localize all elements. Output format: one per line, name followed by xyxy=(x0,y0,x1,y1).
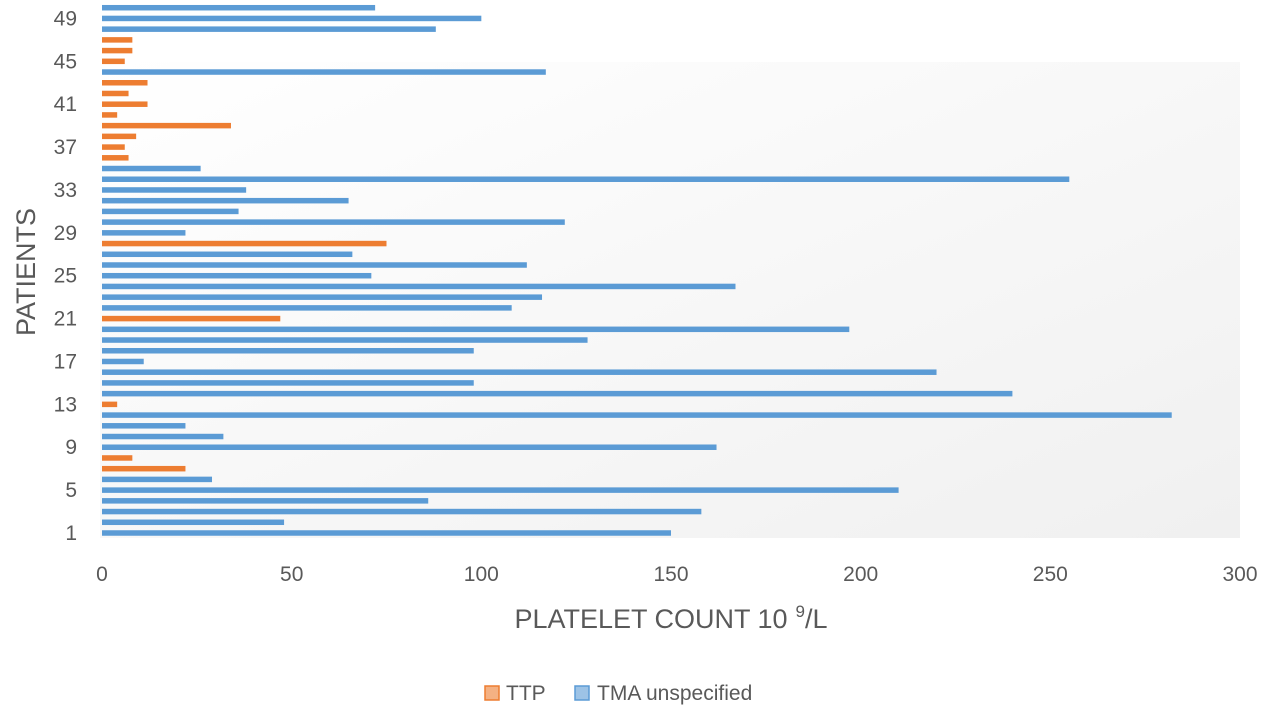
bar-patient-21 xyxy=(102,315,281,322)
bar-patient-35 xyxy=(102,165,201,172)
legend-item-tma-unspecified: TMA unspecified xyxy=(574,682,752,705)
y-tick-label: 5 xyxy=(65,479,77,502)
bar-patient-22 xyxy=(102,305,512,311)
bar-patient-38 xyxy=(102,133,137,140)
x-tick-label: 150 xyxy=(653,563,688,586)
x-axis-ticks: 0 50 100 150 200 250 300 xyxy=(96,563,1257,586)
x-tick-label: 250 xyxy=(1033,563,1068,586)
bars-group xyxy=(102,4,1172,536)
bar-patient-2 xyxy=(102,519,285,526)
bar-patient-8 xyxy=(102,455,133,461)
bar-patient-5 xyxy=(102,487,899,493)
legend-swatch-ttp xyxy=(484,685,500,701)
x-tick-label: 200 xyxy=(843,563,878,586)
bar-patient-46 xyxy=(102,47,133,54)
legend-label-tma-unspecified: TMA unspecified xyxy=(597,682,752,705)
bar-patient-50 xyxy=(102,4,376,11)
bar-patient-6 xyxy=(102,476,213,483)
bar-patient-39 xyxy=(102,122,231,129)
bar-patient-10 xyxy=(102,433,224,440)
bar-patient-33 xyxy=(102,187,247,193)
y-tick-label: 21 xyxy=(54,308,77,331)
bar-patient-24 xyxy=(102,283,736,290)
legend-label-ttp: TTP xyxy=(506,682,546,705)
bar-patient-41 xyxy=(102,101,148,107)
x-tick-label: 0 xyxy=(96,563,108,586)
x-tick-label: 50 xyxy=(280,563,303,586)
bar-patient-42 xyxy=(102,90,129,97)
x-tick-label: 300 xyxy=(1222,563,1257,586)
bar-patient-29 xyxy=(102,230,186,236)
bar-patient-15 xyxy=(102,380,474,386)
y-tick-label: 45 xyxy=(54,50,77,73)
y-axis-ticks: 1 5 9 13 17 21 25 29 33 37 41 45 49 xyxy=(54,7,77,545)
y-tick-label: 37 xyxy=(54,136,77,159)
bar-patient-32 xyxy=(102,197,349,204)
bar-patient-30 xyxy=(102,219,565,225)
bar-patient-36 xyxy=(102,155,129,161)
bar-patient-13 xyxy=(102,401,118,408)
x-axis-title: PLATELET COUNT 10 9/L xyxy=(514,602,827,634)
bar-patient-16 xyxy=(102,369,937,375)
bar-patient-1 xyxy=(102,530,671,536)
bar-patient-25 xyxy=(102,272,372,279)
bar-patient-20 xyxy=(102,326,850,333)
bar-patient-26 xyxy=(102,262,527,268)
bar-patient-45 xyxy=(102,58,125,65)
bar-patient-37 xyxy=(102,144,125,150)
plot-area-background xyxy=(100,62,1240,538)
y-tick-label: 9 xyxy=(65,436,77,459)
bar-patient-47 xyxy=(102,37,133,43)
y-tick-label: 25 xyxy=(54,265,77,288)
legend: TTP TMA unspecified xyxy=(484,682,752,705)
legend-swatch-tma-unspecified xyxy=(574,685,590,701)
bar-patient-34 xyxy=(102,176,1070,182)
bar-patient-28 xyxy=(102,240,387,247)
bar-patient-7 xyxy=(102,465,186,472)
bar-patient-3 xyxy=(102,508,702,515)
bar-patient-48 xyxy=(102,26,436,32)
bar-patient-9 xyxy=(102,444,717,450)
legend-item-ttp: TTP xyxy=(484,682,546,705)
y-tick-label: 41 xyxy=(54,93,77,116)
y-tick-label: 33 xyxy=(54,179,77,202)
x-tick-label: 100 xyxy=(464,563,499,586)
bar-patient-14 xyxy=(102,390,1013,397)
bar-patient-31 xyxy=(102,208,239,215)
bar-patient-19 xyxy=(102,337,588,343)
bar-patient-12 xyxy=(102,412,1172,418)
bar-patient-23 xyxy=(102,294,543,300)
y-axis-title: PATIENTS xyxy=(11,208,41,336)
y-tick-label: 13 xyxy=(54,393,77,416)
y-tick-label: 17 xyxy=(54,351,77,374)
bar-patient-40 xyxy=(102,112,118,118)
bar-patient-27 xyxy=(102,251,353,258)
bar-patient-4 xyxy=(102,498,429,504)
bar-patient-44 xyxy=(102,69,546,75)
y-tick-label: 29 xyxy=(54,222,77,245)
bar-patient-18 xyxy=(102,348,474,354)
y-tick-label: 49 xyxy=(54,7,77,30)
bar-patient-49 xyxy=(102,15,482,22)
y-tick-label: 1 xyxy=(65,522,77,545)
bar-patient-17 xyxy=(102,358,144,365)
bar-patient-11 xyxy=(102,423,186,429)
bar-patient-43 xyxy=(102,80,148,86)
